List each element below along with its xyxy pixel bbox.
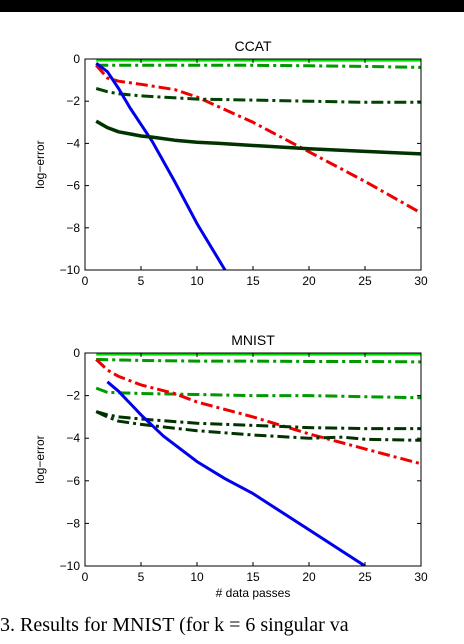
y-tick-label: −8 bbox=[66, 221, 80, 235]
series-line-3 bbox=[96, 65, 421, 213]
chart-title: MNIST bbox=[231, 332, 275, 348]
x-tick-label: 20 bbox=[302, 570, 316, 584]
x-tick-label: 15 bbox=[246, 570, 260, 584]
x-tick-label: 5 bbox=[138, 274, 145, 288]
y-tick-label: −10 bbox=[60, 559, 81, 573]
series-line-6 bbox=[96, 121, 421, 154]
figure-caption: 3. Results for MNIST (for k = 6 singular… bbox=[0, 614, 464, 644]
series-line-4 bbox=[96, 359, 421, 463]
y-tick-label: −4 bbox=[66, 431, 80, 445]
chart-panel-2: 0 5 10 15 20 25 30 0 −2 −4 −6 −8 −10 MNIST log−error # … bbox=[33, 332, 428, 600]
x-axis-label: # data passes bbox=[216, 586, 291, 600]
y-axis-label: log−error bbox=[33, 435, 47, 483]
x-tick-label: 15 bbox=[246, 274, 260, 288]
y-tick-label: −10 bbox=[60, 263, 81, 277]
x-tick-label: 0 bbox=[82, 570, 89, 584]
x-tick-label: 25 bbox=[358, 274, 372, 288]
y-tick-label: −8 bbox=[66, 516, 80, 530]
series-group bbox=[96, 354, 421, 566]
chart-title: CCAT bbox=[234, 38, 272, 54]
series-line-7 bbox=[107, 382, 365, 566]
x-tick-label: 10 bbox=[190, 274, 204, 288]
series-line-4 bbox=[96, 89, 421, 103]
y-tick-label: −2 bbox=[66, 94, 80, 108]
series-line-3 bbox=[96, 388, 421, 398]
y-tick-label: −4 bbox=[66, 136, 80, 150]
series-line-2 bbox=[96, 65, 421, 67]
axes-frame bbox=[85, 59, 421, 270]
chart-panel-1: 0 5 10 15 20 25 30 0 −2 −4 −6 −8 −10 CCAT log−error bbox=[33, 38, 428, 288]
x-tick-label: 30 bbox=[414, 570, 428, 584]
x-tick-label: 30 bbox=[414, 274, 428, 288]
y-axis-label: log−error bbox=[33, 140, 47, 188]
x-tick-label: 20 bbox=[302, 274, 316, 288]
y-tick-label: −6 bbox=[66, 474, 80, 488]
series-group bbox=[96, 60, 421, 270]
x-tick-label: 5 bbox=[138, 570, 145, 584]
series-line-2 bbox=[96, 359, 421, 362]
x-tick-label: 25 bbox=[358, 570, 372, 584]
y-tick-label: 0 bbox=[73, 346, 80, 360]
y-tick-label: 0 bbox=[73, 52, 80, 66]
axes-frame bbox=[85, 353, 421, 566]
series-line-5 bbox=[96, 63, 225, 270]
y-tick-label: −6 bbox=[66, 179, 80, 193]
x-tick-label: 10 bbox=[190, 570, 204, 584]
x-tick-label: 0 bbox=[82, 274, 89, 288]
y-tick-label: −2 bbox=[66, 389, 80, 403]
